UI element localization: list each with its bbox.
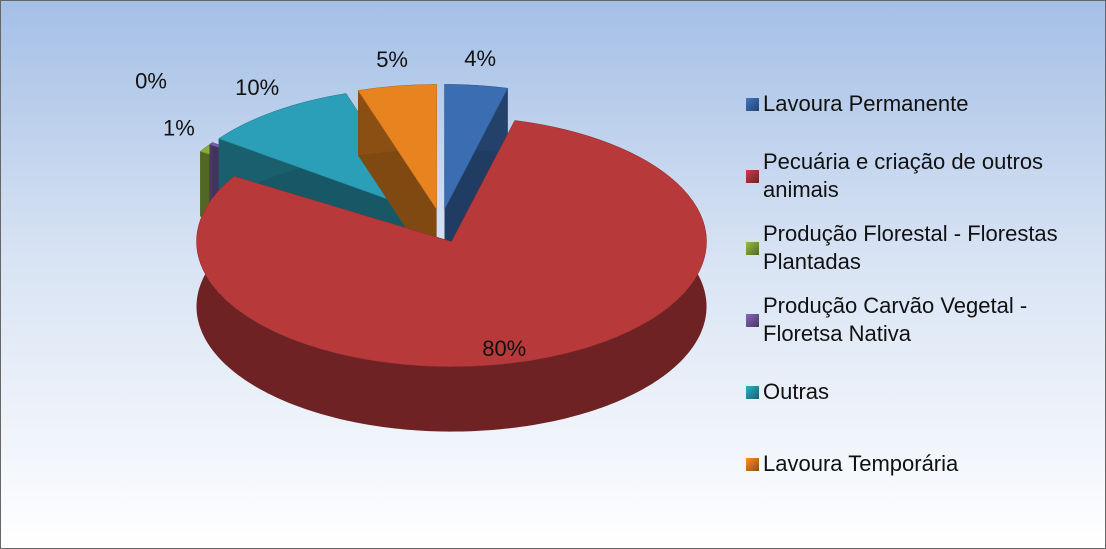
data-label: 4% [464,46,496,71]
slice-top [196,120,707,367]
slice [196,120,707,432]
slice-side [200,144,209,217]
legend-label: Outras [763,379,830,404]
slice-top [444,84,509,210]
data-label: 10% [235,75,279,100]
legend-entry: Lavoura Temporária [746,428,1096,500]
slice [357,84,437,275]
legend-label: Produção Carvão Vegetal - Floretsa Nativ… [763,293,1028,346]
legend-entry: Pecuária e criação de outros animais [746,140,1096,212]
data-label: 80% [482,336,526,361]
legend-entry: Lavoura Permanente [746,68,1096,140]
legend-entry: Produção Florestal - Florestas Plantadas [746,212,1096,284]
legend: Lavoura Permanente Pecuária e criação de … [746,68,1096,500]
legend-entry: Produção Carvão Vegetal - Floretsa Nativ… [746,284,1096,356]
legend-swatch [746,97,759,111]
slice-side [209,142,213,210]
legend-label: Produção Florestal - Florestas Plantadas [763,221,1058,274]
legend-label: Pecuária e criação de outros animais [763,149,1044,202]
legend-swatch [746,169,759,183]
legend-swatch [746,457,759,471]
legend-entry: Outras [746,356,1096,428]
legend-label: Lavoura Permanente [763,91,969,116]
slice-top [218,93,426,213]
legend-label: Lavoura Temporária [763,451,959,476]
legend-swatch [746,385,759,399]
data-label: 1% [163,116,195,141]
slice-top [357,84,437,211]
data-label: 5% [376,47,408,72]
legend-swatch [746,241,759,255]
legend-swatch [746,313,759,327]
data-label: 0% [135,68,167,93]
